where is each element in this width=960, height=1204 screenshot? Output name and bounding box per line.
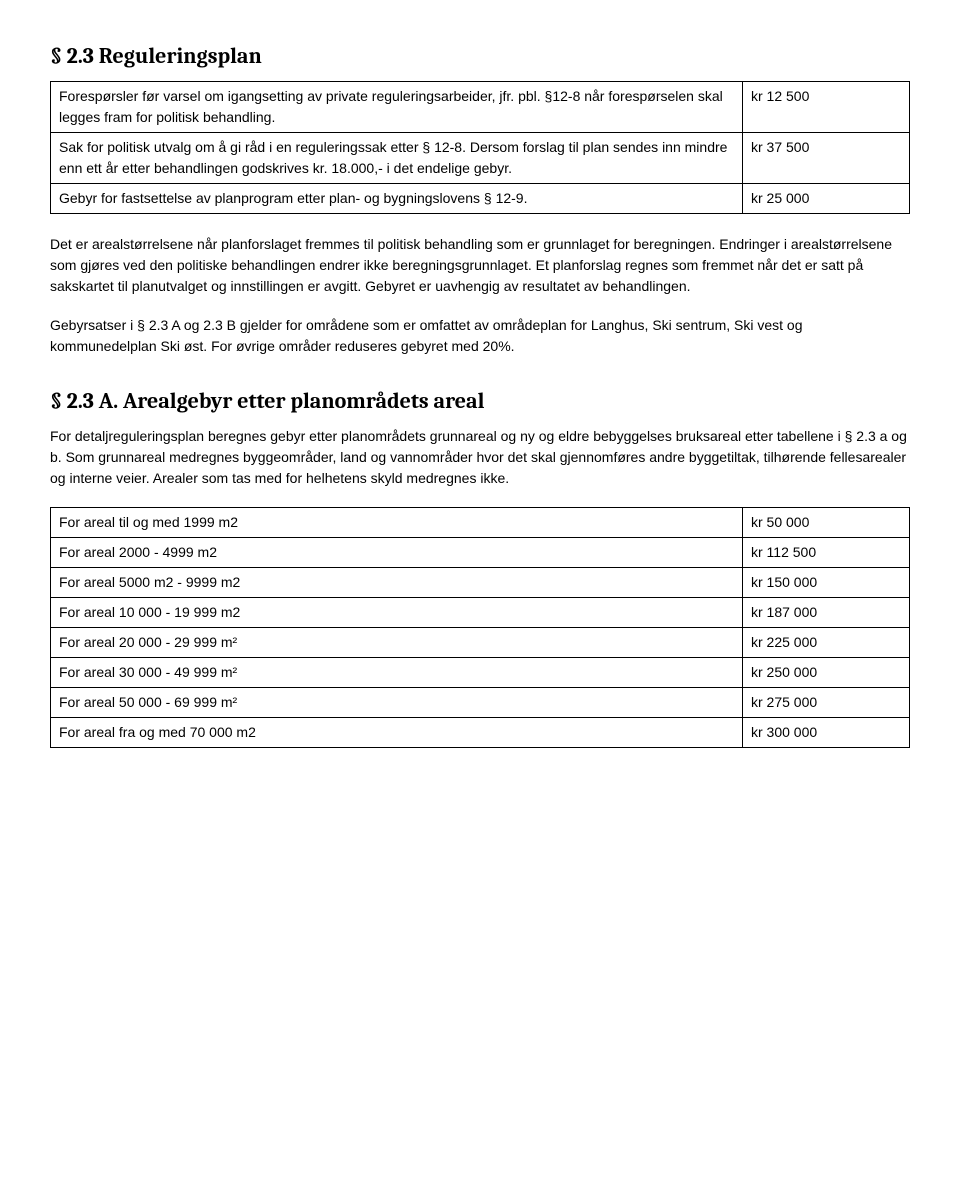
table-row: For areal 30 000 - 49 999 m² kr 250 000 bbox=[51, 658, 910, 688]
row-value: kr 275 000 bbox=[743, 688, 910, 718]
table-row: For areal 2000 - 4999 m2 kr 112 500 bbox=[51, 538, 910, 568]
row-value: kr 150 000 bbox=[743, 568, 910, 598]
row-value: kr 187 000 bbox=[743, 598, 910, 628]
row-desc: For areal 2000 - 4999 m2 bbox=[51, 538, 743, 568]
table-row: Forespørsler før varsel om igangsetting … bbox=[51, 82, 910, 133]
row-value: kr 25 000 bbox=[743, 184, 910, 214]
row-desc: For areal 10 000 - 19 999 m2 bbox=[51, 598, 743, 628]
row-value: kr 50 000 bbox=[743, 508, 910, 538]
section-23a-table: For areal til og med 1999 m2 kr 50 000 F… bbox=[50, 507, 910, 748]
row-value: kr 250 000 bbox=[743, 658, 910, 688]
table-row: Gebyr for fastsettelse av planprogram et… bbox=[51, 184, 910, 214]
table-row: For areal fra og med 70 000 m2 kr 300 00… bbox=[51, 718, 910, 748]
table-row: For areal 50 000 - 69 999 m² kr 275 000 bbox=[51, 688, 910, 718]
section-23-table: Forespørsler før varsel om igangsetting … bbox=[50, 81, 910, 214]
row-desc: For areal 30 000 - 49 999 m² bbox=[51, 658, 743, 688]
section-23a-intro: For detaljreguleringsplan beregnes gebyr… bbox=[50, 426, 910, 489]
row-desc: For areal fra og med 70 000 m2 bbox=[51, 718, 743, 748]
row-desc: Gebyr for fastsettelse av planprogram et… bbox=[51, 184, 743, 214]
row-value: kr 225 000 bbox=[743, 628, 910, 658]
table-row: For areal 20 000 - 29 999 m² kr 225 000 bbox=[51, 628, 910, 658]
row-desc: For areal til og med 1999 m2 bbox=[51, 508, 743, 538]
section-23a-heading: § 2.3 A. Arealgebyr etter planområdets a… bbox=[50, 385, 910, 418]
row-desc: For areal 5000 m2 - 9999 m2 bbox=[51, 568, 743, 598]
section-23-paragraph-2: Gebyrsatser i § 2.3 A og 2.3 B gjelder f… bbox=[50, 315, 910, 357]
section-23-paragraph-1: Det er arealstørrelsene når planforslage… bbox=[50, 234, 910, 297]
row-desc: Forespørsler før varsel om igangsetting … bbox=[51, 82, 743, 133]
row-desc: For areal 50 000 - 69 999 m² bbox=[51, 688, 743, 718]
table-row: For areal 5000 m2 - 9999 m2 kr 150 000 bbox=[51, 568, 910, 598]
row-desc: Sak for politisk utvalg om å gi råd i en… bbox=[51, 133, 743, 184]
row-desc: For areal 20 000 - 29 999 m² bbox=[51, 628, 743, 658]
section-23-heading: § 2.3 Reguleringsplan bbox=[50, 40, 910, 73]
table-row: For areal til og med 1999 m2 kr 50 000 bbox=[51, 508, 910, 538]
table-row: Sak for politisk utvalg om å gi råd i en… bbox=[51, 133, 910, 184]
row-value: kr 112 500 bbox=[743, 538, 910, 568]
row-value: kr 300 000 bbox=[743, 718, 910, 748]
table-row: For areal 10 000 - 19 999 m2 kr 187 000 bbox=[51, 598, 910, 628]
row-value: kr 37 500 bbox=[743, 133, 910, 184]
row-value: kr 12 500 bbox=[743, 82, 910, 133]
